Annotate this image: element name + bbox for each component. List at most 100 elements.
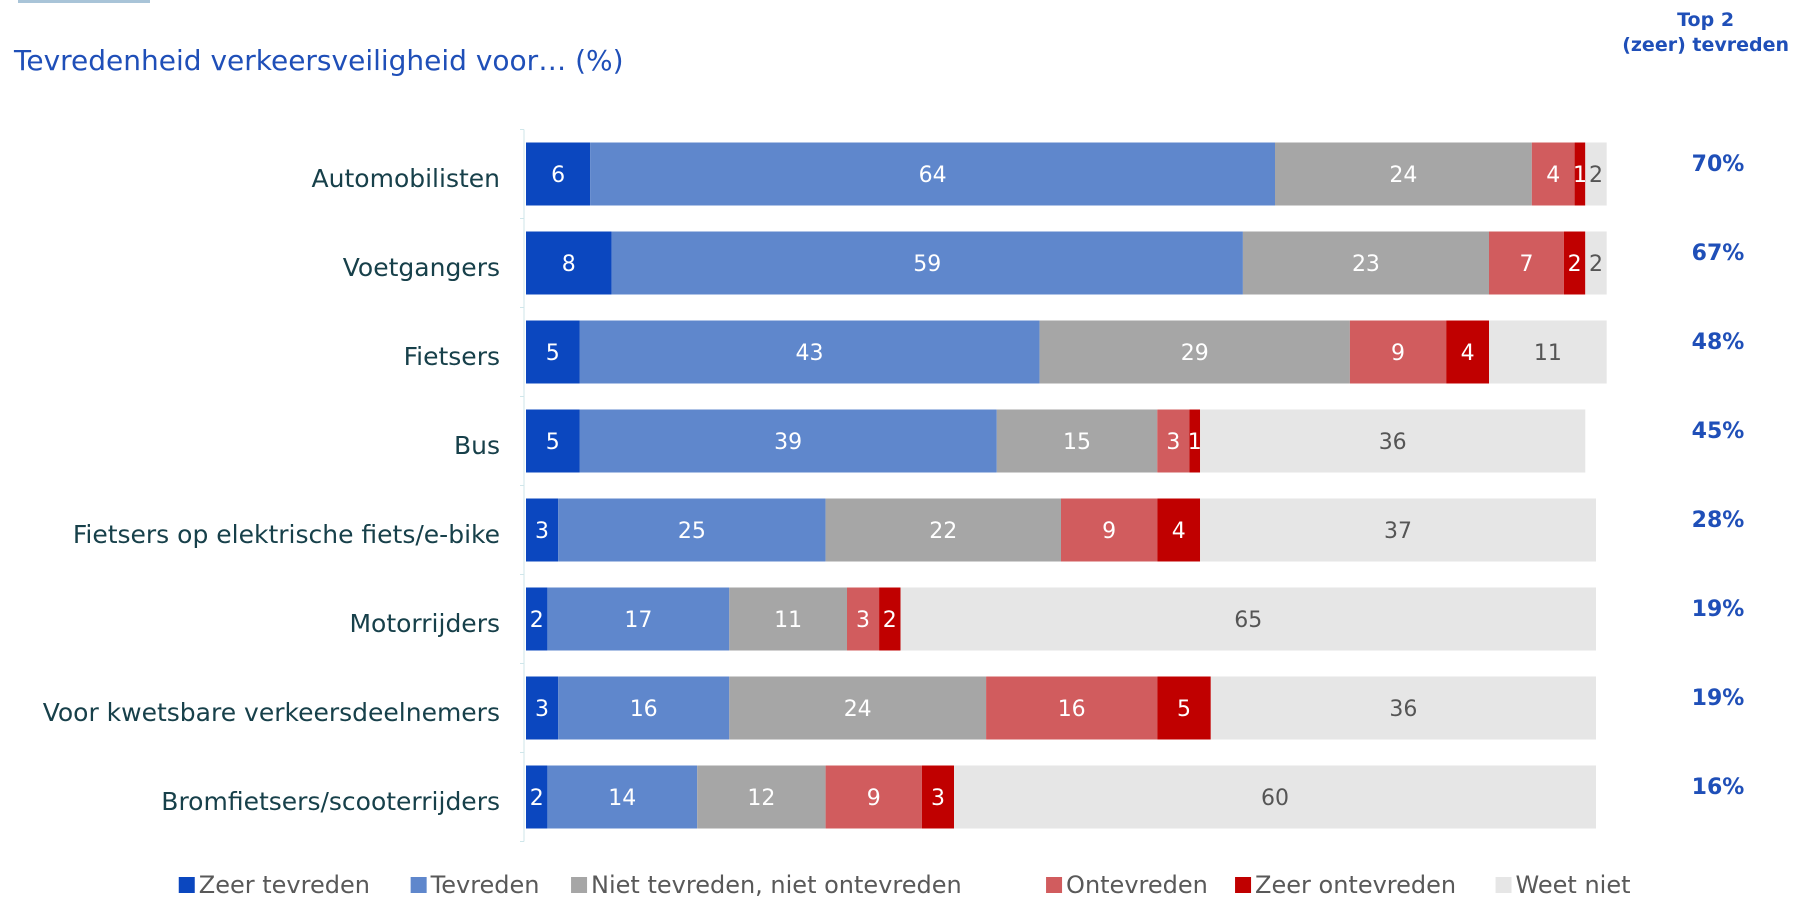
bar-segment: [611, 231, 1243, 295]
bar-segment: [1210, 676, 1596, 740]
data-label: 24: [844, 697, 872, 722]
category-label: Fietsers: [404, 342, 500, 371]
data-label: 25: [678, 519, 706, 544]
top2-value: 19%: [1692, 597, 1745, 622]
bar-segment: [1531, 142, 1575, 206]
data-label: 11: [774, 608, 802, 633]
top2-header-line-1: Top 2: [1677, 9, 1735, 31]
data-label: 15: [1063, 430, 1091, 455]
bar-segment: [1039, 320, 1350, 384]
bar-segment: [547, 587, 730, 651]
data-label: 29: [1181, 341, 1209, 366]
data-label: 3: [535, 519, 549, 544]
bar-segment: [526, 765, 548, 829]
bar-segment: [1574, 142, 1586, 206]
data-label: 14: [608, 786, 636, 811]
top2-value: 48%: [1692, 330, 1745, 355]
top2-header-line-2: (zeer) tevreden: [1622, 34, 1789, 56]
legend-label: Ontevreden: [1066, 871, 1208, 899]
bar-segment: [1157, 409, 1190, 473]
category-label: Bromfietsers/scooterrijders: [161, 787, 500, 816]
data-label: 2: [1589, 252, 1603, 277]
data-label: 2: [530, 608, 544, 633]
data-label: 59: [913, 252, 941, 277]
data-label: 5: [546, 341, 560, 366]
data-label: 9: [867, 786, 881, 811]
bar-segment: [1157, 498, 1201, 562]
data-label: 2: [530, 786, 544, 811]
data-label: 65: [1234, 608, 1262, 633]
bar-segment: [1157, 676, 1211, 740]
top2-value: 19%: [1692, 686, 1745, 711]
bar-segment: [954, 765, 1596, 829]
bar-segment: [900, 587, 1596, 651]
bar-segment: [1061, 498, 1158, 562]
bar-segment: [558, 676, 730, 740]
bar-segment: [729, 676, 987, 740]
category-label: Motorrijders: [349, 609, 500, 638]
data-label: 2: [1589, 163, 1603, 188]
data-label: 11: [1534, 341, 1562, 366]
legend-swatch: [571, 877, 588, 893]
data-label: 12: [747, 786, 775, 811]
bar-segment: [579, 320, 1040, 384]
bar-segment: [526, 409, 580, 473]
bar-segment: [579, 409, 997, 473]
bar-segment: [879, 587, 901, 651]
bar-segment: [1563, 231, 1586, 295]
data-label: 7: [1519, 252, 1533, 277]
category-label: Bus: [454, 431, 500, 460]
legend-swatch: [1235, 877, 1252, 893]
legend-swatch: [1495, 877, 1512, 893]
bar-segment: [825, 765, 922, 829]
data-label: 37: [1384, 519, 1412, 544]
legend-label: Weet niet: [1516, 871, 1631, 899]
bar-segment: [1446, 320, 1489, 384]
bar-segment: [526, 587, 548, 651]
data-label: 16: [630, 697, 658, 722]
bar-segment: [729, 587, 847, 651]
legend-label: Niet tevreden, niet ontevreden: [591, 871, 962, 899]
chart-title: Tevredenheid verkeersveiligheid voor… (%…: [14, 44, 624, 77]
data-label: 36: [1389, 697, 1417, 722]
bar-segment: [526, 231, 612, 295]
top2-value: 45%: [1692, 419, 1745, 444]
bar-segment: [825, 498, 1061, 562]
data-label: 2: [1568, 252, 1582, 277]
bar-segment: [526, 142, 591, 206]
data-label: 16: [1058, 697, 1086, 722]
legend-swatch: [1046, 877, 1063, 893]
data-label: 5: [1177, 697, 1191, 722]
bar-segment: [1489, 231, 1564, 295]
bar-segment: [1275, 142, 1532, 206]
data-label: 64: [919, 163, 947, 188]
legend-label: Zeer ontevreden: [1255, 871, 1456, 899]
bar-segment: [921, 765, 954, 829]
bar-segment: [526, 320, 580, 384]
data-label: 1: [1573, 163, 1587, 188]
data-label: 23: [1352, 252, 1380, 277]
bar-segment: [558, 498, 826, 562]
category-label: Automobilisten: [312, 164, 500, 193]
top2-header: Top 2 (zeer) tevreden: [1622, 8, 1789, 58]
data-label: 9: [1391, 341, 1405, 366]
data-label: 4: [1172, 519, 1186, 544]
data-label: 43: [796, 341, 824, 366]
data-label: 3: [856, 608, 870, 633]
data-label: 9: [1102, 519, 1116, 544]
bar-segment: [526, 676, 559, 740]
data-label: 17: [624, 608, 652, 633]
bar-segment: [847, 587, 880, 651]
top2-value: 16%: [1692, 775, 1745, 800]
data-label: 36: [1379, 430, 1407, 455]
bar-segment: [1189, 409, 1201, 473]
data-label: 4: [1546, 163, 1560, 188]
bar-segment: [697, 765, 826, 829]
bar-segment: [526, 498, 559, 562]
top2-value: 70%: [1692, 152, 1745, 177]
data-label: 3: [535, 697, 549, 722]
legend-label: Zeer tevreden: [199, 871, 370, 899]
data-label: 8: [562, 252, 576, 277]
bar-segment: [986, 676, 1158, 740]
data-label: 24: [1389, 163, 1417, 188]
